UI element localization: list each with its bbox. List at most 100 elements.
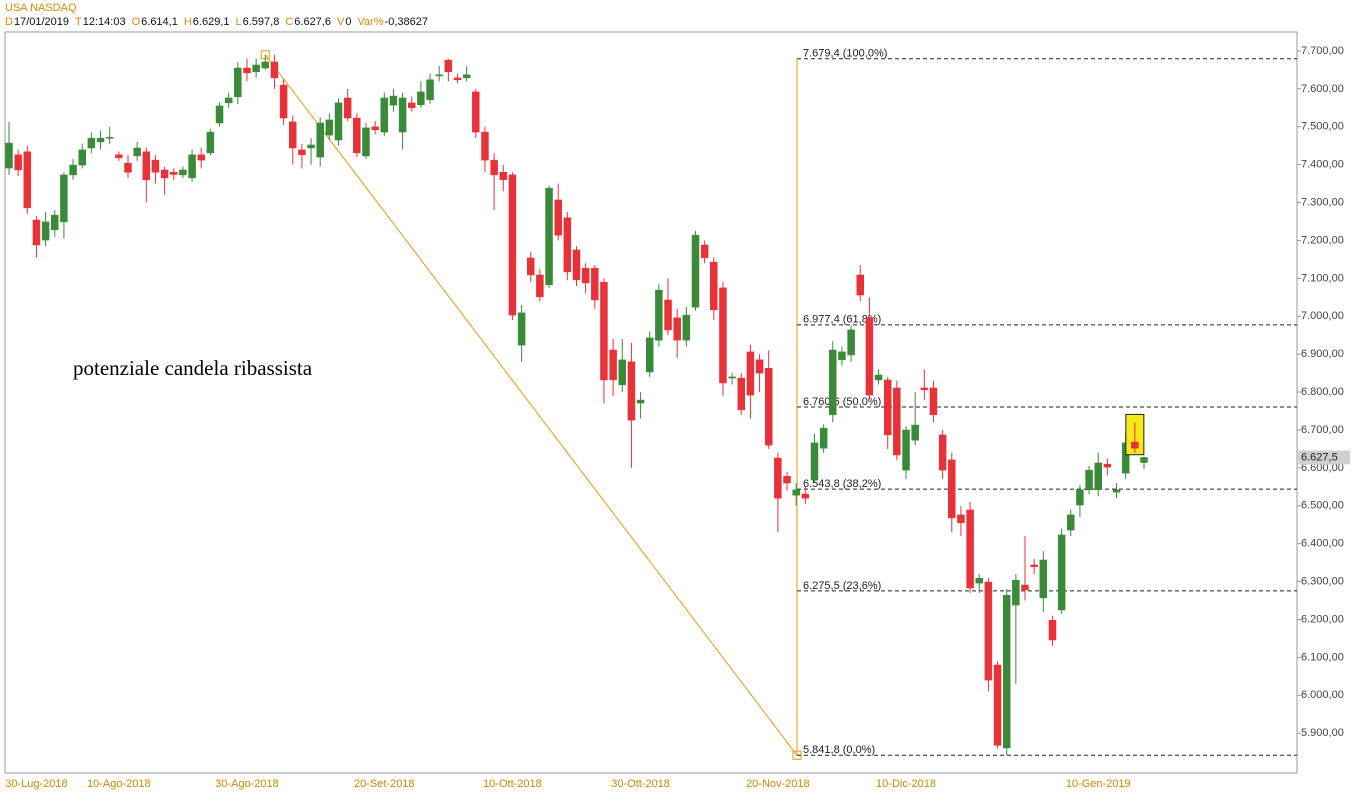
- candle-body: [874, 374, 883, 381]
- candle-body: [1140, 457, 1148, 463]
- candle-body: [298, 149, 306, 156]
- candle-body: [499, 171, 508, 181]
- candle-body: [1002, 594, 1011, 749]
- candle-body: [334, 102, 343, 141]
- candle-body: [234, 67, 242, 98]
- annotation: potenziale candela ribassista: [73, 356, 313, 380]
- candle-body: [1057, 534, 1066, 611]
- candle-body: [746, 351, 755, 396]
- x-tick-label: 10-Ott-2018: [483, 778, 542, 790]
- candle-body: [371, 126, 379, 131]
- candle-body: [728, 376, 736, 379]
- candle-body: [23, 151, 32, 209]
- candle-body: [645, 337, 654, 373]
- candle-body: [984, 581, 993, 681]
- candle-body: [993, 664, 1002, 746]
- y-tick-label: 6.400,00: [1301, 538, 1344, 550]
- candle-body: [380, 97, 389, 133]
- y-tick-label: 7.200,00: [1301, 234, 1344, 246]
- candle-body: [407, 102, 416, 109]
- candle-body: [893, 387, 901, 456]
- y-tick-label: 7.600,00: [1301, 83, 1344, 95]
- candle-body: [197, 154, 205, 161]
- candle-body: [87, 137, 96, 149]
- candle-body: [572, 249, 581, 281]
- header-key: V: [337, 16, 345, 28]
- candle-body: [481, 131, 489, 161]
- header-line: D17/01/2019 T12:14:03 O6.614,1 H6.629,1 L6.5…: [5, 16, 428, 28]
- candle-body: [618, 359, 627, 386]
- x-tick-label: 30-Ago-2018: [215, 778, 279, 790]
- candle-body: [325, 119, 334, 136]
- fib-label: 7.679,4 (100,0%): [803, 48, 887, 60]
- candle-body: [398, 97, 407, 133]
- candle-body: [1030, 564, 1038, 568]
- candle-body: [1085, 469, 1093, 491]
- candle-body: [847, 329, 855, 356]
- y-tick-label: 6.200,00: [1301, 613, 1344, 625]
- candle-body: [1103, 463, 1112, 468]
- header-key: T: [75, 16, 82, 28]
- candle-body: [911, 424, 919, 441]
- candle-body: [581, 267, 590, 284]
- y-tick-label: 7.700,00: [1301, 45, 1344, 57]
- candle-body: [536, 274, 544, 298]
- candle-body: [957, 514, 965, 524]
- y-tick-label: 6.000,00: [1301, 689, 1344, 701]
- candle-body: [938, 434, 947, 471]
- candle-body: [700, 244, 709, 259]
- header-key: C: [285, 16, 293, 28]
- candle-body: [682, 314, 691, 341]
- y-tick-label: 6.700,00: [1301, 424, 1344, 436]
- candle-body: [664, 299, 672, 331]
- y-tick-label: 7.100,00: [1301, 272, 1344, 284]
- candle-body: [435, 74, 443, 77]
- candle-body: [591, 267, 599, 301]
- y-tick-label: 6.600,00: [1301, 462, 1344, 474]
- candle-body: [737, 377, 746, 411]
- chart-title: USA NASDAQ: [5, 2, 77, 14]
- candle-body: [856, 274, 864, 296]
- candle-body: [279, 84, 288, 119]
- y-tick-label: 6.300,00: [1301, 575, 1344, 587]
- candle-body: [362, 127, 370, 157]
- candle-body: [1021, 584, 1029, 591]
- candle-body: [124, 162, 132, 173]
- candle-body: [636, 399, 645, 404]
- header-value: 0: [345, 16, 351, 28]
- candle-body: [838, 351, 846, 361]
- candle-body: [151, 159, 160, 173]
- x-tick-label: 30-Ott-2018: [611, 778, 670, 790]
- y-tick-label: 7.500,00: [1301, 121, 1344, 133]
- candle-body: [719, 287, 727, 384]
- candle-body: [51, 214, 59, 231]
- candle-body: [5, 142, 13, 169]
- candle-body: [462, 74, 471, 79]
- header-value: 17/01/2019: [14, 16, 69, 28]
- candle-body: [545, 187, 553, 286]
- candle-body: [929, 387, 938, 416]
- candle-body: [764, 367, 773, 446]
- candle-body: [353, 117, 361, 154]
- candle-body: [508, 174, 517, 316]
- last-price-label: 6.627,5: [1301, 451, 1338, 463]
- candle-body: [710, 261, 718, 311]
- candle-body: [554, 199, 562, 236]
- candle-body: [96, 137, 105, 143]
- candle-body: [316, 122, 324, 158]
- candle-body: [188, 154, 196, 179]
- candle-body: [289, 121, 297, 149]
- fib-label: 6.275,5 (23,6%): [803, 580, 881, 592]
- candle-body: [224, 97, 233, 104]
- header-key: H: [184, 16, 192, 28]
- candle-body: [655, 289, 663, 341]
- header-value: 6.629,1: [193, 16, 230, 28]
- y-tick-label: 5.900,00: [1301, 727, 1344, 739]
- candle-body: [517, 312, 526, 346]
- candle-body: [673, 317, 681, 341]
- candle-body: [69, 164, 77, 176]
- candle-body: [1112, 489, 1121, 493]
- header-key: O: [132, 16, 141, 28]
